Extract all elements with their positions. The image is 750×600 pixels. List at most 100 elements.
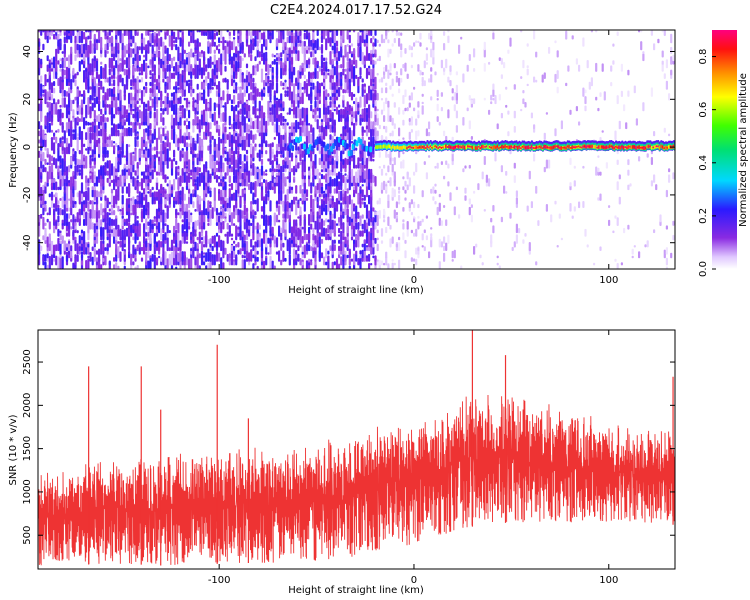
spectrogram-cell [524,233,527,237]
spectrogram-cell [586,244,589,248]
spectrogram-cell [314,106,317,115]
spectrogram-cell [265,257,268,266]
spectrogram-cell [301,92,304,105]
spectrogram-cell [252,209,255,216]
spectrogram-cell [215,90,219,97]
spectrogram-cell [59,178,62,187]
spectrogram-cell [175,44,178,51]
spectrogram-cell [668,133,671,137]
spectrogram-cell [160,107,163,112]
spectrogram-cell [254,56,257,62]
spectrogram-cell [400,68,403,76]
spectrogram-cell [318,172,321,176]
spectrogram-cell [145,232,148,237]
spectrogram-cell [318,232,321,237]
spectrogram-cell [183,108,186,119]
spectrogram-cell [102,240,105,244]
spectrogram-cell [57,207,60,216]
spectrogram-cell [265,193,268,205]
spectrogram-cell [329,176,332,187]
spectrogram-cell [413,201,416,209]
spectrogram-cell [248,44,251,54]
spectrogram-cell [55,136,58,144]
spectrogram-cell [110,105,114,115]
spectrogram-cell [102,94,105,101]
spectrogram-cell [113,166,116,180]
spectrogram-cell [192,119,195,126]
spectrogram-cell [301,170,304,180]
spectrogram-cell [233,205,236,212]
spectrogram-cell [421,218,424,223]
spectrogram-cell [123,94,126,97]
spectrogram-cell [345,143,349,150]
spectrogram-cell [237,229,240,234]
spectrogram-cell [293,248,296,259]
spectrogram-cell [83,43,86,54]
spectrogram-cell [391,187,394,194]
spectrogram-cell [357,103,360,108]
spectrogram-cell [245,173,249,187]
spectrogram-cell [640,41,643,51]
spectrogram-cell [177,177,180,191]
spectrogram-cell [286,176,289,180]
spectrogram-cell [38,251,41,266]
spectrogram-cell [132,224,135,230]
spectrogram-cell [256,30,259,40]
spectrogram-cell [273,95,276,101]
spectrogram-cell [239,115,242,122]
spectrogram-cell [286,122,289,126]
spectrogram-cell [363,239,366,244]
spectrogram-cell [316,201,319,205]
spectrogram-cell [76,89,79,97]
spectrogram-cell [252,38,255,44]
spectrogram-cell [40,58,43,65]
spectrogram-cell [164,251,167,266]
spectrogram-cell [72,129,75,133]
spectrogram-cell [436,162,439,169]
spectrogram-cell [391,259,394,262]
spectrogram-cell [194,40,197,47]
spectrogram-cell [267,143,270,148]
spectrogram-cell [430,48,433,58]
spectrogram-cell [260,90,264,97]
spectrogram-cell [393,262,396,266]
spectrogram-cell [228,188,231,198]
spectrogram-cell [299,221,302,226]
spectrogram-cell [280,114,283,119]
spectrogram-cell [383,115,386,122]
spectrogram-cell [573,206,576,212]
spectrogram-cell [226,30,229,33]
spectrogram-cell [155,177,159,183]
spectrogram-cell [308,244,311,252]
spectrogram-cell [282,219,285,234]
spectrogram-cell [110,163,114,176]
spectrogram-cell [303,47,306,58]
spectrogram-cell [48,36,51,40]
spectrogram-cell [194,256,197,266]
spectrogram-cell [59,104,62,108]
spectrogram-cell [170,97,174,101]
spectrogram-cell [166,53,169,58]
spectrogram-cell [248,183,251,191]
spectrogram-cell [436,206,439,216]
spectrogram-cell [361,51,364,65]
spectrogram-cell [331,213,334,219]
spectrogram-cell [265,140,268,144]
spectrogram-cell [556,245,559,248]
spectrogram-cell [248,174,251,183]
spectrogram-cell [353,66,356,79]
spectrogram-cell [483,97,486,101]
spectrogram-cell [233,121,236,130]
spectrogram-cell [258,224,261,230]
spectrogram-cell [303,214,306,219]
spectrogram-cell [44,254,47,262]
spectrogram-cell [275,173,279,176]
spectrogram-cell [121,215,124,219]
spectrogram-cell [143,223,146,234]
spectrogram-cell [213,138,216,148]
spectrogram-cell [222,36,225,51]
spectrogram-cell [507,131,510,137]
spectrogram-cell [565,82,568,87]
spectrogram-cell [520,108,523,112]
spectrogram-cell [40,30,43,36]
